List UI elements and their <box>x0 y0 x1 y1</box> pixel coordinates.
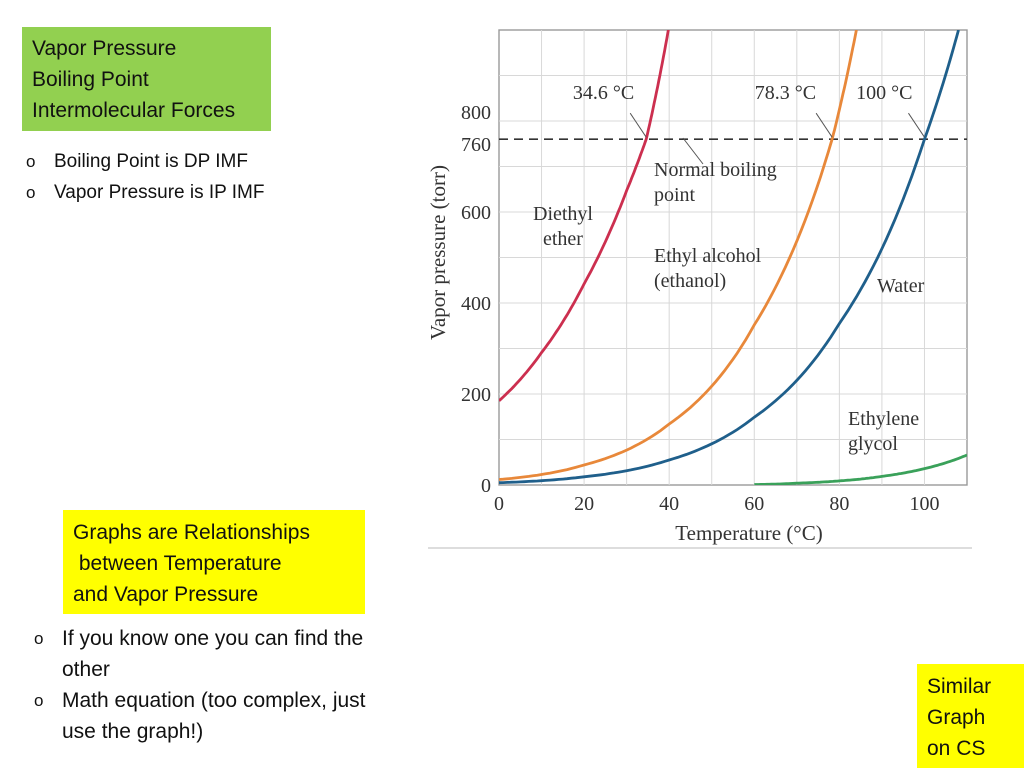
tick-labels: 0 20 40 60 80 100 0 200 400 600 760 800 <box>461 102 939 515</box>
bullet-line: If you know one you can find the <box>62 627 364 650</box>
x-tick-label: 60 <box>744 493 764 515</box>
y-tick-label: 800 <box>461 102 491 124</box>
y-tick-label: 600 <box>461 202 491 224</box>
y-tick-label: 400 <box>461 293 491 315</box>
x-tick-label: 100 <box>909 493 939 515</box>
note-line: and Vapor Pressure <box>73 583 259 606</box>
y-axis-label: Vapor pressure (torr) <box>426 165 450 340</box>
title-line: Intermolecular Forces <box>32 99 236 122</box>
bullet-line: other <box>62 658 110 681</box>
y-tick-label: 0 <box>481 475 491 497</box>
similar-graph-note: Similar Graph on CS <box>917 664 1024 768</box>
annotation-label: 100 °C <box>856 82 912 104</box>
series-line-1 <box>499 30 858 481</box>
note-line: on CS <box>927 737 986 760</box>
bullet-item: Boiling Point is DP IMF <box>20 146 340 177</box>
curve-label: Ethyl alcohol <box>654 245 762 267</box>
title-box: Vapor Pressure Boiling Point Intermolecu… <box>22 27 271 131</box>
x-tick-label: 20 <box>574 493 594 515</box>
annotations: 34.6 °C 78.3 °C 100 °C Diethyl ether Ethyl al… <box>533 82 925 455</box>
title-line: Vapor Pressure <box>32 37 177 60</box>
curve-label: Diethyl <box>533 203 593 225</box>
x-tick-label: 0 <box>494 493 504 515</box>
curve-label: Water <box>877 275 925 297</box>
annotation-label: 34.6 °C <box>573 82 634 104</box>
curve-label: Ethylene <box>848 408 919 430</box>
bottom-bullet-list: If you know one you can find the other M… <box>28 623 423 747</box>
curve-label: (ethanol) <box>654 270 726 292</box>
curve-label: glycol <box>848 433 898 455</box>
vapor-pressure-chart: 0 20 40 60 80 100 0 200 400 600 760 800 34.6 °C 78.3… <box>426 29 972 549</box>
series-line-0 <box>499 30 670 402</box>
annotation-leader <box>629 112 647 138</box>
bullet-item: Vapor Pressure is IP IMF <box>20 177 340 208</box>
series-layer <box>499 30 967 485</box>
bullet-item: If you know one you can find the other <box>28 623 423 685</box>
grid <box>498 29 968 486</box>
x-axis-label: Temperature (°C) <box>675 521 822 545</box>
bullet-line: use the graph!) <box>62 720 204 743</box>
x-tick-label: 40 <box>659 493 679 515</box>
y-tick-label: 200 <box>461 384 491 406</box>
note-line: Similar <box>927 675 992 698</box>
note-line: between Temperature <box>73 552 282 575</box>
bullet-line: Math equation (too complex, just <box>62 689 366 712</box>
annotation-leader <box>682 137 704 165</box>
annotation-leader <box>908 112 925 138</box>
x-tick-label: 80 <box>829 493 849 515</box>
series-line-3 <box>754 453 967 485</box>
title-line: Boiling Point <box>32 68 149 91</box>
relationship-note-box: Graphs are Relationships between Tempera… <box>63 510 365 614</box>
series-line-2 <box>499 30 960 485</box>
annotation-label: 78.3 °C <box>755 82 816 104</box>
top-bullet-list: Boiling Point is DP IMF Vapor Pressure i… <box>20 146 340 208</box>
curve-label: Normal boiling <box>654 159 777 181</box>
curve-label: ether <box>543 228 583 250</box>
bullet-item: Math equation (too complex, just use the… <box>28 685 423 747</box>
curve-label: point <box>654 184 696 206</box>
annotation-leader <box>815 112 833 138</box>
note-line: Graphs are Relationships <box>73 521 310 544</box>
y-tick-label: 760 <box>461 134 491 156</box>
note-line: Graph <box>927 706 986 729</box>
